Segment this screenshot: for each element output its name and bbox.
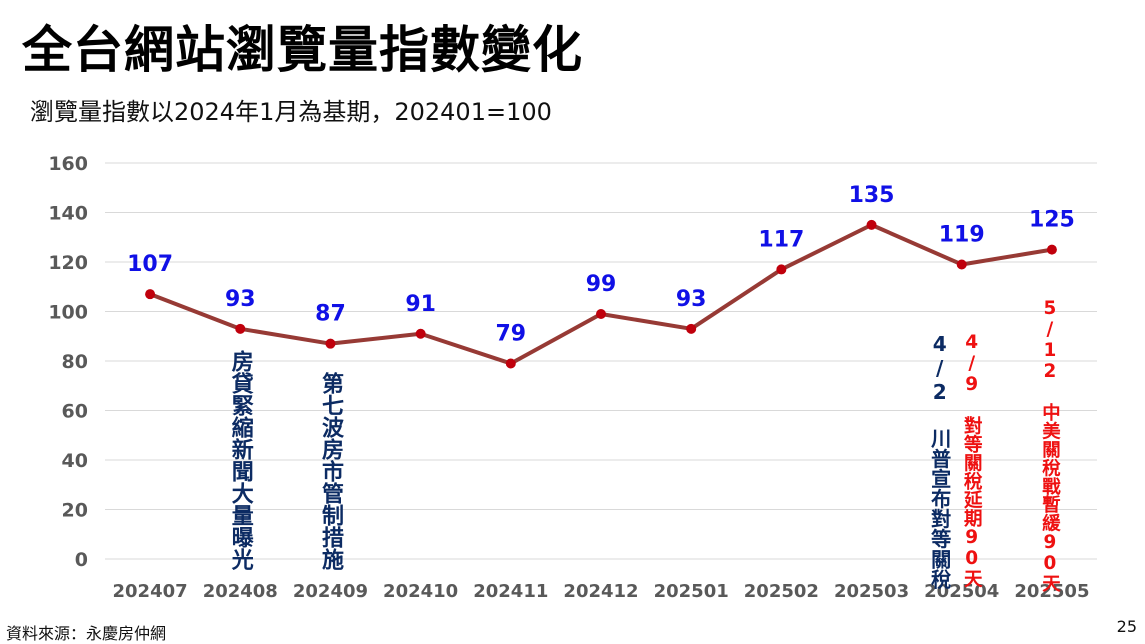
data-label: 91 bbox=[405, 292, 436, 317]
data-point bbox=[956, 259, 967, 270]
y-tick-label: 40 bbox=[62, 450, 88, 472]
x-tick-label: 202503 bbox=[834, 581, 909, 602]
annotation-label: 4/2 川普宣布對等關稅 bbox=[928, 332, 952, 589]
x-tick-label: 202409 bbox=[293, 581, 368, 602]
source-note: 資料來源：永慶房仲網 bbox=[6, 624, 167, 643]
y-tick-label: 100 bbox=[48, 302, 88, 324]
page-number: 25 bbox=[1116, 617, 1137, 636]
x-tick-label: 202411 bbox=[473, 581, 548, 602]
data-label: 87 bbox=[315, 302, 346, 327]
annotation-label: 5/12 中美關稅戰暫緩90天 bbox=[1039, 298, 1060, 593]
data-point bbox=[145, 289, 156, 300]
annotation-label: 房貸緊縮新聞大量曝光 bbox=[228, 349, 255, 571]
data-label: 93 bbox=[225, 287, 256, 312]
data-point bbox=[596, 308, 606, 319]
data-label: 135 bbox=[849, 183, 895, 208]
data-point bbox=[776, 264, 787, 275]
y-tick-label: 140 bbox=[48, 203, 88, 225]
x-tick-label: 202504 bbox=[924, 581, 999, 602]
y-tick-label: 60 bbox=[62, 401, 88, 423]
data-point bbox=[235, 323, 246, 334]
data-label: 125 bbox=[1029, 208, 1075, 233]
data-label: 119 bbox=[939, 222, 985, 247]
data-point bbox=[686, 323, 697, 334]
data-point bbox=[1046, 244, 1057, 255]
data-point bbox=[505, 358, 516, 369]
y-tick-label: 20 bbox=[62, 500, 88, 522]
data-label: 93 bbox=[676, 287, 707, 312]
y-tick-label: 160 bbox=[48, 153, 88, 175]
y-tick-label: 120 bbox=[48, 252, 88, 274]
data-point bbox=[325, 338, 336, 349]
data-point bbox=[415, 328, 426, 339]
annotation-label: 第七波房市管制措施 bbox=[318, 371, 344, 571]
page-subtitle: 瀏覽量指數以2024年1月為基期，202401=100 bbox=[30, 98, 552, 126]
page-title: 全台網站瀏覽量指數變化 bbox=[22, 21, 583, 79]
data-label: 99 bbox=[586, 272, 617, 297]
x-tick-label: 202502 bbox=[744, 581, 819, 602]
x-tick-label: 202410 bbox=[383, 581, 458, 602]
x-tick-label: 202505 bbox=[1014, 581, 1089, 602]
data-label: 79 bbox=[496, 321, 527, 346]
data-label: 117 bbox=[758, 227, 804, 252]
x-tick-label: 202412 bbox=[563, 581, 638, 602]
annotation-label: 4/9 對等關稅延期90天 bbox=[961, 332, 983, 588]
line-chart: 0 20 40 60 80 100 120 140 160 202407 202408 202409 2… bbox=[48, 153, 1097, 602]
y-tick-label: 80 bbox=[62, 351, 88, 373]
y-tick-label: 0 bbox=[75, 549, 88, 571]
data-point bbox=[866, 219, 877, 230]
data-label: 107 bbox=[127, 252, 173, 277]
x-tick-label: 202407 bbox=[113, 581, 188, 602]
x-tick-label: 202408 bbox=[203, 581, 278, 602]
x-tick-label: 202501 bbox=[654, 581, 729, 602]
